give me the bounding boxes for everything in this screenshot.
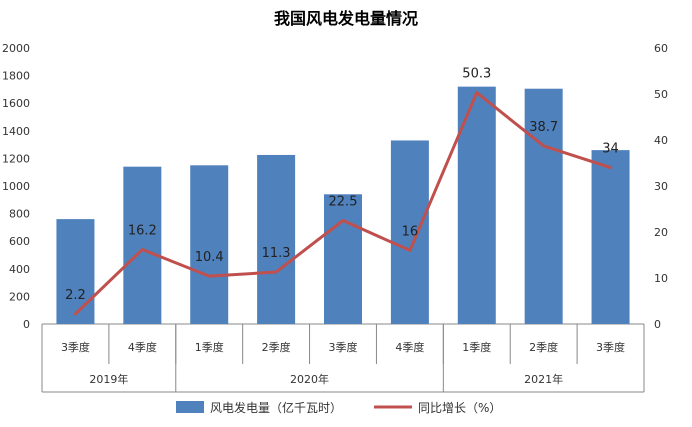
line-data-label: 50.3 xyxy=(462,67,491,82)
bar xyxy=(390,140,429,324)
y-left-tick-label: 1000 xyxy=(2,180,30,193)
x-category-label: 2季度 xyxy=(262,340,291,354)
line-data-label: 16 xyxy=(402,224,419,239)
legend: 风电发电量（亿千瓦时） 同比增长（%） xyxy=(176,400,501,415)
line-data-label: 38.7 xyxy=(529,120,558,135)
y-right-tick-label: 20 xyxy=(654,226,668,239)
data-labels: 2.2 16.2 10.4 11.3 22.5 16 50.3 38.7 34 xyxy=(65,67,619,303)
line-data-label: 11.3 xyxy=(262,246,291,261)
x-category-label: 4季度 xyxy=(128,340,157,354)
x-category-label: 2季度 xyxy=(529,340,558,354)
line-data-label: 34 xyxy=(602,142,619,157)
y-left-tick-label: 200 xyxy=(9,290,30,303)
growth-line xyxy=(73,91,613,316)
y-left-tick-label: 400 xyxy=(9,263,30,276)
bar xyxy=(591,150,630,324)
line-data-label: 10.4 xyxy=(195,250,224,265)
x-category-label: 1季度 xyxy=(195,340,224,354)
y-left-tick-label: 600 xyxy=(9,235,30,248)
bar xyxy=(190,165,229,324)
y-left-tick-label: 800 xyxy=(9,208,30,221)
y-left-tick-label: 1600 xyxy=(2,97,30,110)
legend-bar-swatch xyxy=(176,401,204,413)
chart-title: 我国风电发电量情况 xyxy=(274,9,418,28)
bar xyxy=(56,219,95,324)
y-left-tick-label: 1400 xyxy=(2,125,30,138)
y-left-tick-label: 1800 xyxy=(2,70,30,83)
x-group-label: 2020年 xyxy=(290,372,329,386)
bar xyxy=(123,166,162,324)
y-right-tick-label: 0 xyxy=(654,318,661,331)
y-right-tick-label: 10 xyxy=(654,272,668,285)
x-category-label: 1季度 xyxy=(462,340,491,354)
y-left-tick-label: 2000 xyxy=(2,42,30,55)
axes: 0 200 400 600 800 1000 1200 1400 1600 1800 2000 0 10… xyxy=(2,42,668,393)
bar xyxy=(257,154,296,324)
x-group-label: 2021年 xyxy=(524,372,563,386)
x-category-label: 3季度 xyxy=(61,340,90,354)
bar xyxy=(524,88,563,325)
x-category-label: 3季度 xyxy=(329,340,358,354)
y-right-tick-label: 40 xyxy=(654,134,668,147)
y-right-tick-label: 60 xyxy=(654,42,668,55)
line-data-label: 22.5 xyxy=(329,195,358,210)
line-data-label: 16.2 xyxy=(128,223,157,238)
y-right-tick-label: 50 xyxy=(654,88,668,101)
x-group-label: 2019年 xyxy=(89,372,128,386)
bar xyxy=(324,194,362,324)
y-left-tick-label: 0 xyxy=(23,318,30,331)
y-left-tick-label: 1200 xyxy=(2,152,30,165)
line-series xyxy=(73,91,613,316)
legend-bar-label: 风电发电量（亿千瓦时） xyxy=(210,400,342,415)
legend-line-label: 同比增长（%） xyxy=(418,401,501,415)
x-category-label: 3季度 xyxy=(596,340,625,354)
x-category-label: 4季度 xyxy=(395,340,424,354)
y-right-tick-label: 30 xyxy=(654,180,668,193)
bar-series xyxy=(56,86,630,325)
line-data-label: 2.2 xyxy=(65,288,86,303)
